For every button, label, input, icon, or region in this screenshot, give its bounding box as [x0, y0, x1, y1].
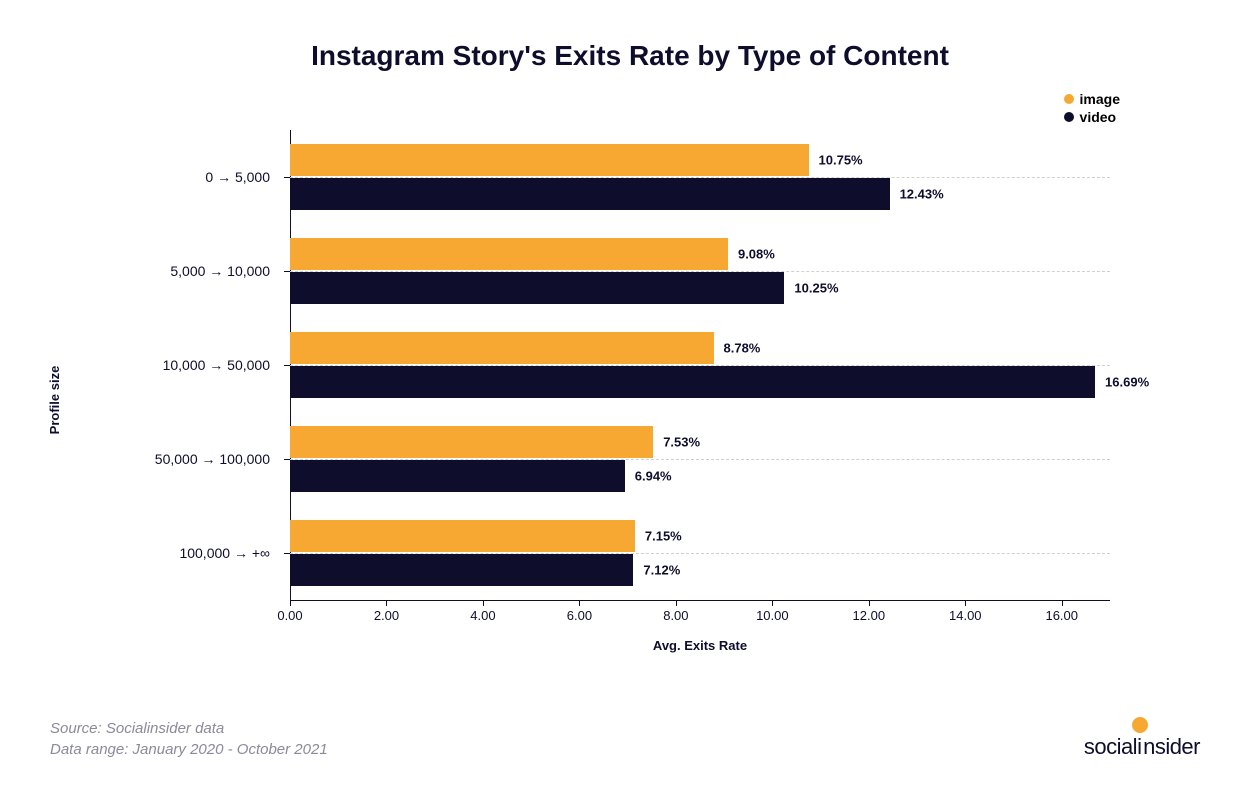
brand-text-before: social	[1084, 734, 1137, 759]
bar-image: 9.08%	[290, 238, 728, 270]
bar-label-video: 16.69%	[1095, 375, 1149, 390]
category-group: 5,000 → 10,0009.08%10.25%	[290, 238, 1110, 304]
x-tick	[1062, 600, 1063, 606]
x-tick-label: 10.00	[756, 608, 789, 623]
bar-video: 6.94%	[290, 460, 625, 492]
plot-area: 0 → 5,00010.75%12.43% 5,000 → 10,0009.08%…	[290, 130, 1110, 600]
category-group: 50,000 → 100,0007.53%6.94%	[290, 426, 1110, 492]
x-tick-label: 0.00	[277, 608, 302, 623]
bar-label-video: 7.12%	[633, 563, 680, 578]
x-tick	[290, 600, 291, 606]
x-tick-label: 8.00	[663, 608, 688, 623]
category-group: 0 → 5,00010.75%12.43%	[290, 144, 1110, 210]
x-tick-label: 14.00	[949, 608, 982, 623]
legend: image video	[1064, 90, 1120, 126]
chart: Profile size 0 → 5,00010.75%12.43%5,000 …	[130, 130, 1120, 670]
legend-item-image: image	[1064, 90, 1120, 108]
y-axis-title: Profile size	[47, 366, 62, 435]
bar-image: 8.78%	[290, 332, 714, 364]
legend-swatch-image	[1064, 94, 1074, 104]
category-label: 50,000 → 100,000	[130, 451, 280, 467]
source-line-2: Data range: January 2020 - October 2021	[50, 739, 328, 760]
bar-label-image: 10.75%	[809, 153, 863, 168]
x-tick-label: 16.00	[1045, 608, 1078, 623]
chart-title: Instagram Story's Exits Rate by Type of …	[50, 40, 1210, 72]
source-footnote: Source: Socialinsider data Data range: J…	[50, 718, 328, 760]
category-label: 0 → 5,000	[130, 169, 280, 185]
bar-image: 7.15%	[290, 520, 635, 552]
category-label: 5,000 → 10,000	[130, 263, 280, 279]
x-tick-label: 2.00	[374, 608, 399, 623]
category-label: 100,000 → +∞	[130, 545, 280, 561]
category-group: 100,000 → +∞7.15%7.12%	[290, 520, 1110, 586]
legend-label-image: image	[1080, 90, 1120, 108]
x-axis: Avg. Exits Rate 0.002.004.006.008.0010.0…	[290, 600, 1110, 670]
x-tick	[676, 600, 677, 606]
x-tick	[869, 600, 870, 606]
x-tick	[483, 600, 484, 606]
bar-label-video: 10.25%	[784, 281, 838, 296]
bar-image: 10.75%	[290, 144, 809, 176]
brand-dot-icon: i	[1137, 734, 1143, 760]
x-axis-title: Avg. Exits Rate	[653, 638, 747, 653]
bar-video: 12.43%	[290, 178, 890, 210]
bar-video: 10.25%	[290, 272, 784, 304]
x-tick-label: 6.00	[567, 608, 592, 623]
bar-label-image: 7.53%	[653, 435, 700, 450]
x-tick-label: 12.00	[853, 608, 886, 623]
bar-video: 7.12%	[290, 554, 633, 586]
bar-label-video: 6.94%	[625, 469, 672, 484]
bar-label-image: 8.78%	[714, 341, 761, 356]
x-tick	[386, 600, 387, 606]
legend-swatch-video	[1064, 112, 1074, 122]
x-tick-label: 4.00	[470, 608, 495, 623]
x-tick	[579, 600, 580, 606]
bar-image: 7.53%	[290, 426, 653, 458]
bar-label-image: 9.08%	[728, 247, 775, 262]
source-line-1: Source: Socialinsider data	[50, 718, 328, 739]
bar-label-image: 7.15%	[635, 529, 682, 544]
brand-text-after: nsider	[1143, 734, 1200, 759]
category-label: 10,000 → 50,000	[130, 357, 280, 373]
legend-item-video: video	[1064, 108, 1120, 126]
category-group: 10,000 → 50,0008.78%16.69%	[290, 332, 1110, 398]
bar-label-video: 12.43%	[890, 187, 944, 202]
brand-logo: socialinsider	[1084, 734, 1200, 760]
legend-label-video: video	[1080, 108, 1117, 126]
x-tick	[965, 600, 966, 606]
x-tick	[772, 600, 773, 606]
bar-video: 16.69%	[290, 366, 1095, 398]
